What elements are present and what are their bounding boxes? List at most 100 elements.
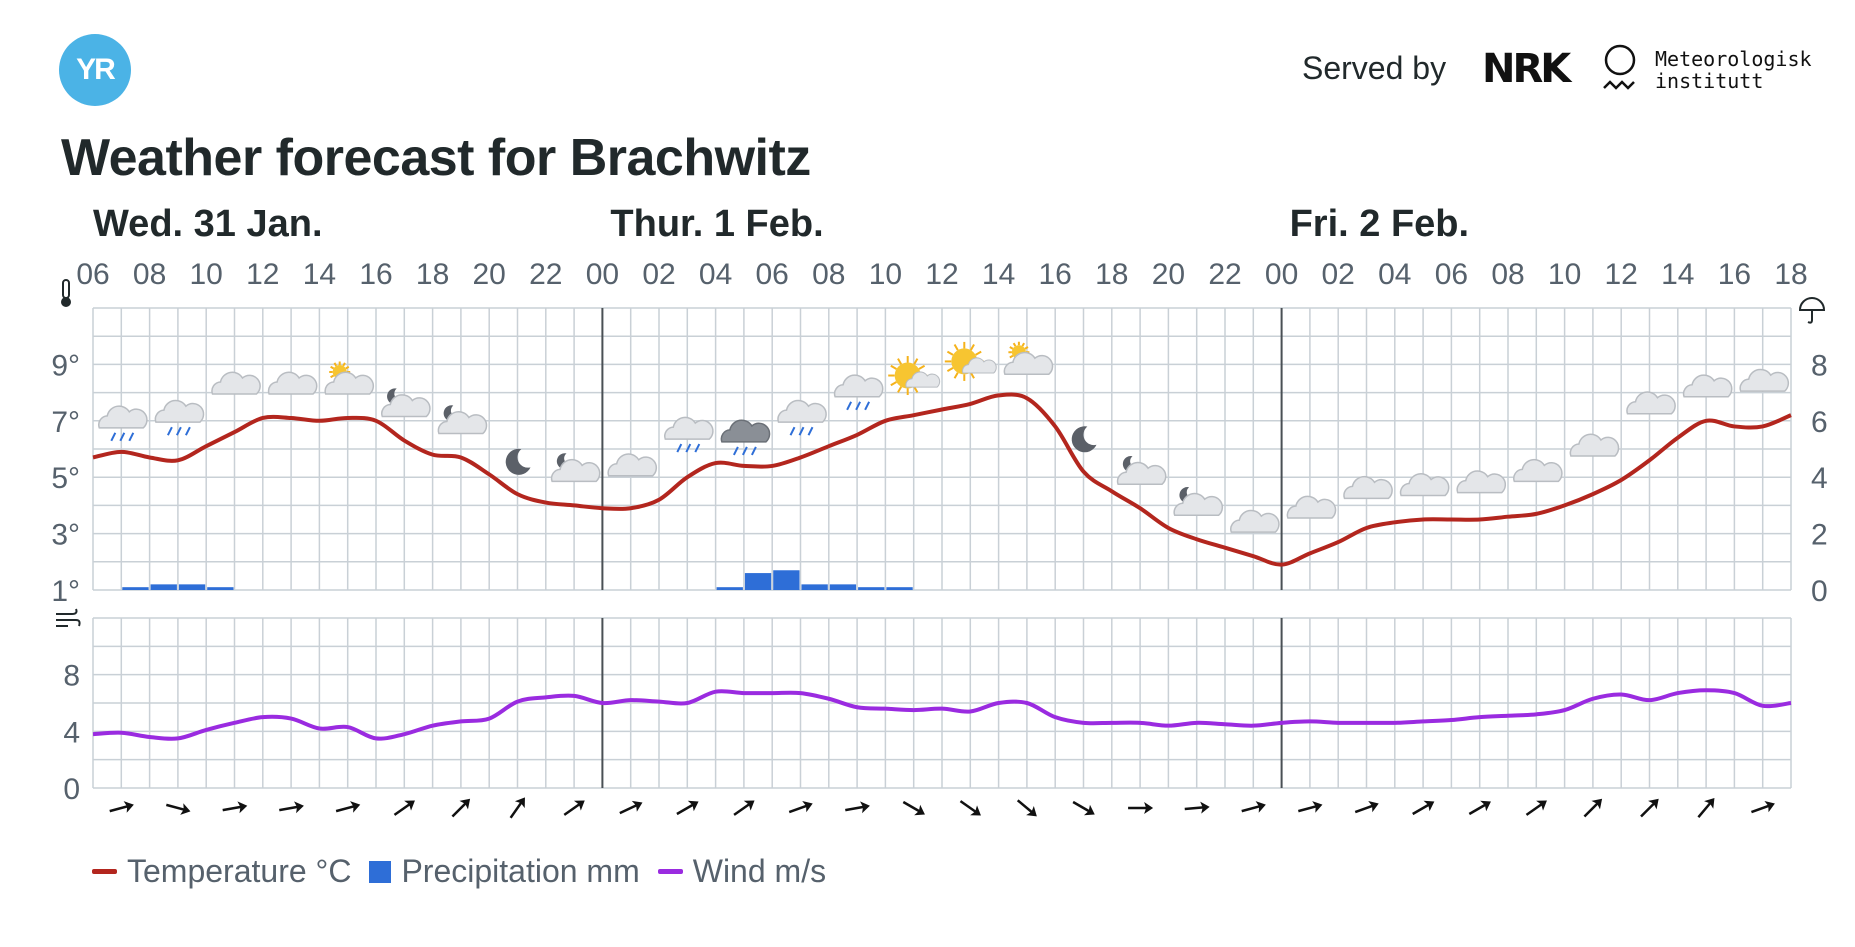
hour-tick-label: 10 — [869, 258, 902, 291]
cloud-shape — [1003, 351, 1054, 375]
small-cloud — [905, 371, 941, 388]
rain-drop — [119, 432, 126, 442]
arrow-shaft — [845, 805, 866, 812]
precipitation-bar — [773, 570, 800, 590]
wind-direction-arrow — [676, 800, 699, 816]
sun-ray — [953, 372, 959, 379]
wind-direction-arrow — [1697, 798, 1715, 818]
hour-tick-label: 12 — [925, 258, 958, 291]
cloud-icon — [607, 453, 658, 477]
wind-direction-arrow — [393, 800, 415, 816]
partly-cloudy-night-icon — [1116, 456, 1167, 485]
hour-tick-label: 02 — [1322, 258, 1355, 291]
rain-drop — [798, 426, 805, 436]
cloud-shape — [833, 374, 884, 398]
served-by-label: Served by — [1302, 50, 1447, 86]
chart-grid — [92, 307, 1792, 789]
thermometer-icon — [61, 279, 71, 307]
hour-tick-label: 12 — [1605, 258, 1638, 291]
sun-ray — [1024, 346, 1029, 350]
rain-cloud-icon — [98, 405, 148, 442]
precipitation-bar — [207, 587, 234, 590]
arrow-head — [1764, 800, 1775, 813]
cloud-icon — [267, 371, 318, 395]
rain-drop — [751, 446, 757, 456]
cloud-shape — [1626, 391, 1676, 415]
partly-sunny-icon — [1003, 341, 1054, 375]
arrow-head — [293, 801, 304, 814]
arrow-head — [514, 797, 525, 809]
arrow-shaft — [1412, 802, 1431, 816]
sun-cloud-icon — [888, 356, 941, 396]
cloud-icon — [1739, 368, 1790, 392]
partly-sunny-icon — [324, 361, 375, 395]
cloud-shape — [607, 453, 658, 477]
wind-direction-arrow — [619, 800, 643, 815]
wind-direction-arrow — [1640, 798, 1659, 818]
hour-tick-label: 18 — [1774, 258, 1807, 291]
arrow-head — [1704, 798, 1715, 809]
legend-temperature: Temperature °C — [92, 853, 351, 890]
umbrella-icon — [1798, 297, 1826, 324]
temperature-tick-label: 9° — [51, 349, 80, 382]
precipitation-tick-label: 6 — [1811, 406, 1828, 439]
arrow-head — [180, 803, 191, 815]
hour-tick-label: 14 — [982, 258, 1015, 291]
day-label: Wed. 31 Jan. — [93, 203, 323, 245]
arrow-head — [404, 800, 415, 811]
arrow-head — [459, 798, 471, 810]
rain-drop — [864, 401, 870, 411]
rain-drop — [685, 443, 692, 453]
thermometer-stem — [62, 279, 70, 299]
wind-direction-arrow — [1184, 801, 1210, 814]
precipitation-tick-label: 4 — [1811, 462, 1828, 495]
cloud-shape — [664, 416, 714, 440]
rain-drop — [789, 426, 796, 436]
precipitation-tick-label: 8 — [1811, 349, 1828, 382]
cloud-shape — [1116, 461, 1167, 485]
arrow-head — [1480, 800, 1491, 812]
moon-shape — [1071, 426, 1097, 453]
arrow-head — [743, 800, 755, 811]
arrow-head — [1591, 798, 1603, 810]
wind-tick-label: 0 — [63, 773, 80, 806]
cloud-shape — [550, 458, 601, 483]
arrow-shaft — [1525, 802, 1544, 816]
cloud-icon — [1456, 470, 1507, 494]
wind-line — [92, 688, 1792, 741]
legend-wind-label: Wind m/s — [692, 853, 827, 889]
arrow-shaft — [393, 802, 412, 816]
arrow-shaft — [1697, 801, 1713, 818]
page-title: Weather forecast for Brachwitz — [61, 129, 811, 187]
hour-tick-label: 22 — [529, 258, 562, 291]
moon-icon — [1071, 426, 1097, 453]
cloud-shape — [267, 371, 318, 395]
rain-cloud-icon — [833, 374, 884, 411]
arrow-shaft — [959, 800, 978, 814]
yr-logo: YR — [59, 34, 131, 106]
cloud-shape — [1456, 470, 1507, 494]
partly-cloudy-night-icon — [437, 405, 488, 435]
sun-ray — [1009, 354, 1014, 359]
partly-cloudy-night-icon — [550, 453, 601, 483]
sun-ray — [975, 350, 982, 356]
arrow-head — [1083, 804, 1095, 816]
rain-cloud-icon — [777, 399, 827, 436]
sun-ray — [330, 365, 335, 370]
precipitation-bar — [716, 587, 743, 590]
sun-ray — [946, 350, 954, 356]
rain-drop — [128, 432, 135, 442]
sun-ray — [1009, 346, 1014, 350]
precipitation-bar — [829, 584, 857, 590]
sun-ray — [913, 358, 919, 365]
temperature-line — [92, 392, 1792, 567]
hour-tick-label: 14 — [303, 258, 336, 291]
wind-icon — [56, 608, 81, 627]
cloud-icon — [211, 371, 261, 395]
precipitation-bar — [150, 584, 177, 590]
hour-tick-label: 18 — [1095, 258, 1128, 291]
cloud-icon — [1286, 495, 1337, 519]
arrow-shaft — [1072, 800, 1092, 814]
wind-tick-label: 8 — [63, 660, 80, 693]
arrow-shaft — [1297, 804, 1318, 813]
